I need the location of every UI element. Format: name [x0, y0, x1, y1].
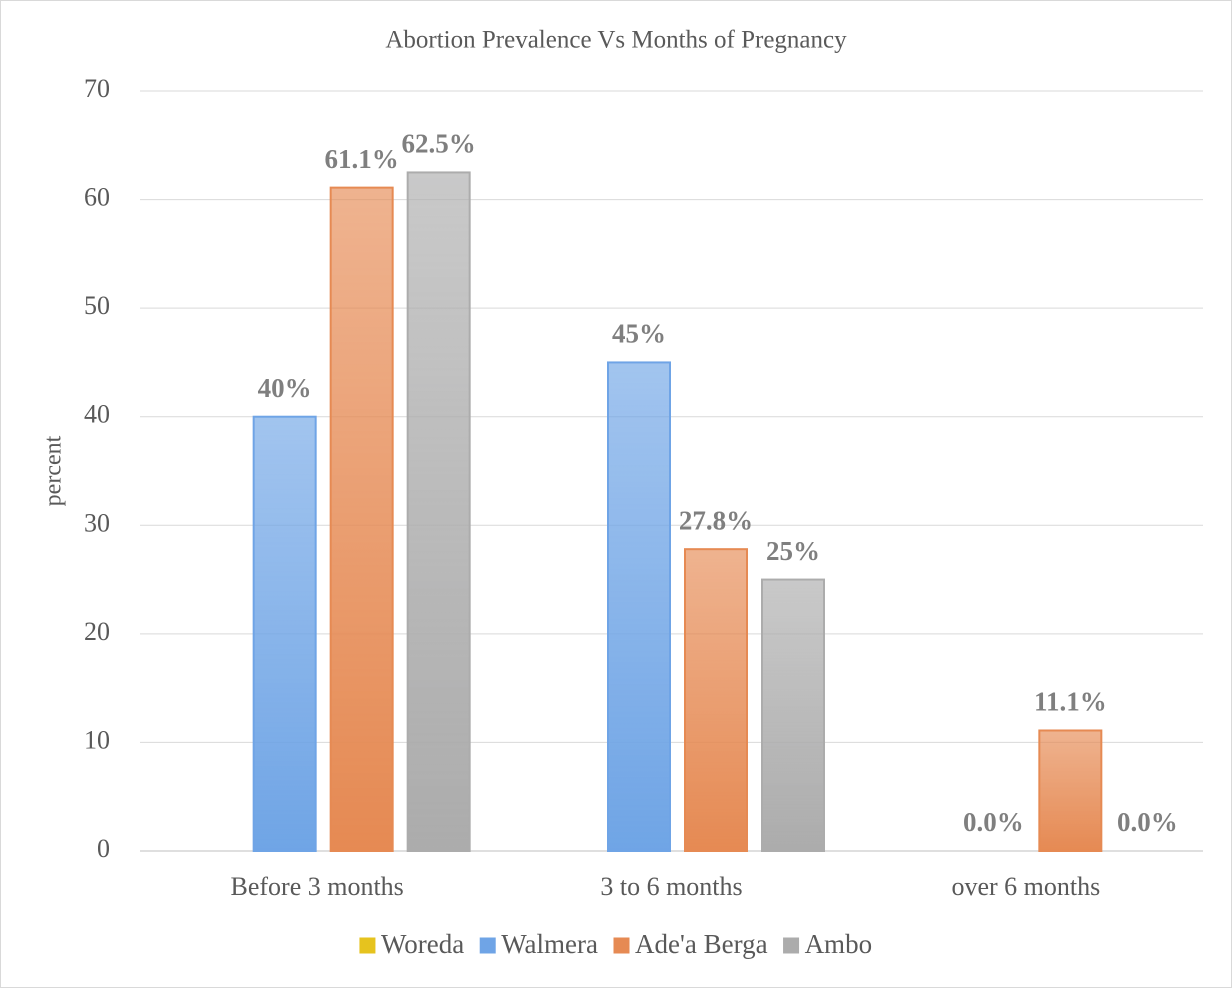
y-tick-label: 0	[97, 834, 110, 863]
chart-title: Abortion Prevalence Vs Months of Pregnan…	[385, 27, 847, 54]
data-label: 27.8%	[679, 505, 753, 535]
data-label: 11.1%	[1034, 687, 1107, 717]
legend-label: Walmera	[501, 929, 598, 959]
data-label: 0.0%	[963, 807, 1024, 837]
y-tick-label: 60	[84, 183, 110, 212]
y-tick-label: 50	[84, 291, 110, 320]
bar	[1038, 729, 1103, 852]
data-label: 61.1%	[325, 144, 399, 174]
bar	[329, 186, 394, 852]
legend-label: Ambo	[805, 929, 873, 959]
data-label: 25%	[766, 536, 820, 566]
legend-label: Ade'a Berga	[635, 929, 768, 959]
legend-swatch	[613, 937, 630, 954]
bar	[761, 578, 825, 852]
bar	[406, 171, 471, 852]
y-axis-label: percent	[41, 435, 67, 506]
data-label: 40%	[258, 373, 312, 403]
y-tick-label: 30	[84, 508, 110, 537]
x-tick-label: Before 3 months	[231, 872, 404, 901]
bar	[607, 361, 671, 852]
data-label: 45%	[612, 319, 666, 349]
legend-swatch	[783, 937, 800, 954]
x-tick-label: 3 to 6 months	[600, 872, 742, 901]
legend-label: Woreda	[381, 929, 464, 959]
data-label: 62.5%	[402, 129, 476, 159]
legend-swatch	[479, 937, 496, 954]
y-tick-label: 70	[84, 74, 110, 103]
y-tick-label: 10	[84, 725, 110, 754]
y-tick-label: 20	[84, 617, 110, 646]
legend-swatch	[359, 937, 376, 954]
x-tick-label: over 6 months	[951, 872, 1100, 901]
data-label: 0.0%	[1117, 807, 1178, 837]
bar	[252, 415, 317, 852]
y-tick-label: 40	[84, 400, 110, 429]
bar	[684, 548, 748, 853]
